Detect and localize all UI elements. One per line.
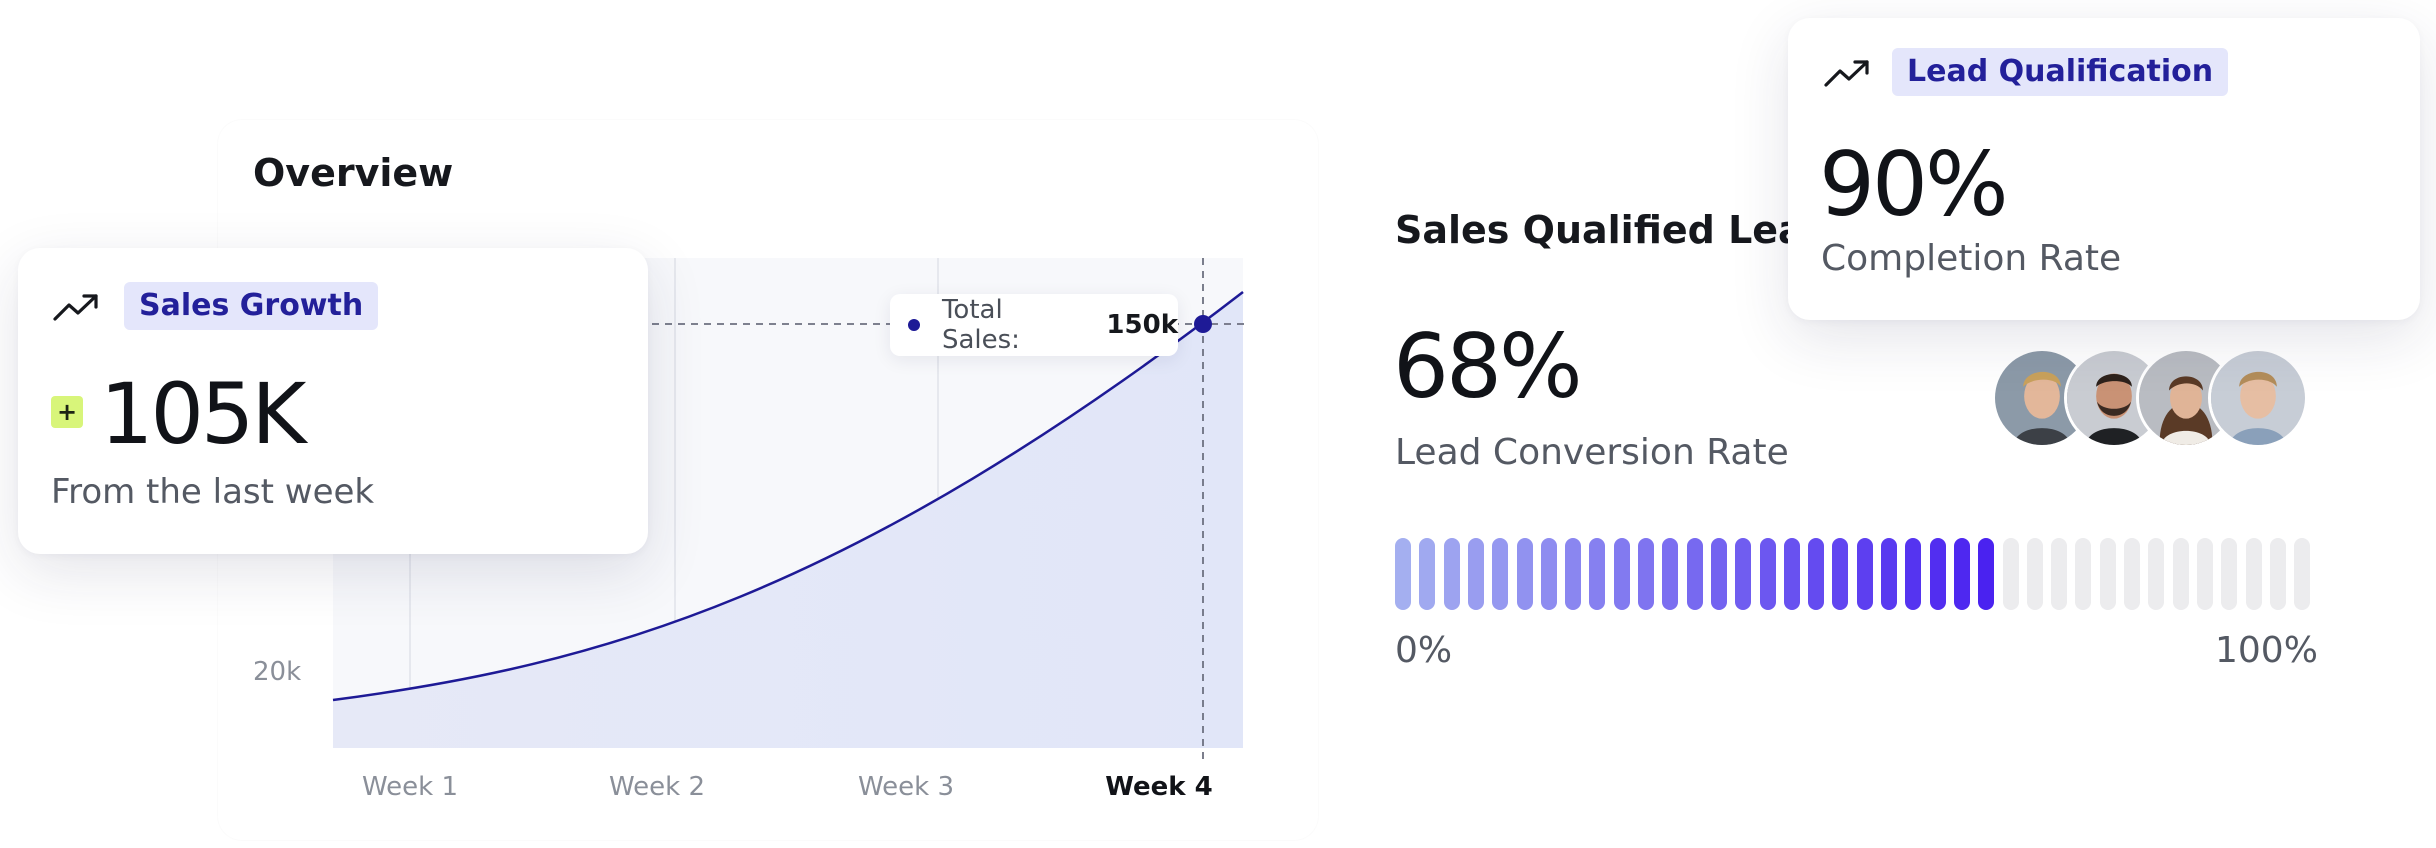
progress-segment bbox=[2002, 538, 2019, 610]
sql-value: 68% bbox=[1393, 315, 1583, 418]
progress-segment bbox=[1881, 538, 1897, 610]
overview-title: Overview bbox=[253, 151, 454, 195]
progress-segment bbox=[2221, 538, 2238, 610]
sales-growth-subtitle: From the last week bbox=[51, 472, 375, 512]
progress-segment bbox=[1516, 538, 1533, 610]
sales-growth-value: 105K bbox=[100, 365, 306, 463]
avatar[interactable] bbox=[2208, 348, 2308, 448]
progress-segment bbox=[1443, 538, 1460, 610]
sales-growth-card[interactable]: Sales Growth + 105K From the last week bbox=[18, 248, 648, 554]
progress-segment bbox=[1589, 538, 1606, 610]
progress-segment bbox=[1759, 538, 1776, 610]
progress-segment bbox=[1929, 538, 1946, 610]
progress-segment bbox=[1419, 538, 1436, 610]
progress-segment bbox=[2294, 538, 2311, 610]
chart-tooltip: Total Sales: 150k bbox=[890, 294, 1178, 356]
progress-segment bbox=[1662, 538, 1679, 610]
x-tick-week-2: Week 2 bbox=[609, 772, 705, 802]
highlight-point[interactable] bbox=[1194, 315, 1212, 333]
progress-segment bbox=[1978, 538, 1995, 610]
progress-min-label: 0% bbox=[1395, 630, 1453, 671]
conversion-progress-bar bbox=[1395, 538, 2315, 610]
x-tick-week-1: Week 1 bbox=[362, 772, 458, 802]
sales-line bbox=[332, 291, 1244, 702]
tooltip-label: Total Sales: bbox=[941, 295, 1020, 355]
progress-segment bbox=[1492, 538, 1509, 610]
avatar-group[interactable] bbox=[1992, 348, 2312, 448]
x-tick-week-3: Week 3 bbox=[858, 772, 954, 802]
progress-segment bbox=[1540, 538, 1557, 610]
progress-max-label: 100% bbox=[2215, 630, 2318, 671]
progress-segment bbox=[1735, 538, 1752, 610]
progress-segment bbox=[1613, 538, 1630, 610]
progress-segment bbox=[1832, 538, 1849, 610]
sql-subtitle: Lead Conversion Rate bbox=[1395, 432, 1789, 473]
x-tick-week-4[interactable]: Week 4 bbox=[1105, 772, 1212, 802]
progress-segment bbox=[1808, 538, 1825, 610]
progress-segment bbox=[1856, 538, 1873, 610]
lead-qualification-card[interactable]: Lead Qualification 90% Completion Rate bbox=[1788, 18, 2420, 320]
trend-up-icon bbox=[53, 294, 98, 321]
lead-qualification-value: 90% bbox=[1819, 133, 2009, 236]
progress-segment bbox=[2124, 538, 2140, 610]
progress-segment bbox=[1395, 538, 1411, 610]
progress-segment bbox=[1905, 538, 1922, 610]
tooltip-value: 150k bbox=[1106, 310, 1178, 340]
progress-segment bbox=[1710, 538, 1727, 610]
progress-segment bbox=[2026, 538, 2043, 610]
progress-segment bbox=[1565, 538, 1582, 610]
lead-qualification-badge: Lead Qualification bbox=[1892, 48, 2229, 96]
trend-up-icon bbox=[1824, 60, 1869, 87]
lead-qualification-subtitle: Completion Rate bbox=[1821, 238, 2122, 279]
progress-segment bbox=[2245, 538, 2262, 610]
progress-segment bbox=[2099, 538, 2116, 610]
sales-growth-badge: Sales Growth bbox=[124, 282, 379, 330]
progress-segment bbox=[1638, 538, 1654, 610]
progress-segment bbox=[2148, 538, 2165, 610]
progress-segment bbox=[2075, 538, 2092, 610]
progress-segment bbox=[1686, 538, 1703, 610]
sql-title: Sales Qualified Leads bbox=[1395, 208, 1854, 252]
plus-icon: + bbox=[51, 396, 83, 428]
progress-segment bbox=[1953, 538, 1970, 610]
progress-segment bbox=[2051, 538, 2068, 610]
y-tick-20k: 20k bbox=[253, 657, 301, 687]
progress-segment bbox=[1783, 538, 1800, 610]
progress-segment bbox=[2196, 538, 2213, 610]
progress-segment bbox=[1467, 538, 1484, 610]
tooltip-dot bbox=[908, 319, 920, 331]
progress-segment bbox=[2269, 538, 2286, 610]
sales-area bbox=[333, 292, 1243, 748]
progress-segment bbox=[2172, 538, 2189, 610]
